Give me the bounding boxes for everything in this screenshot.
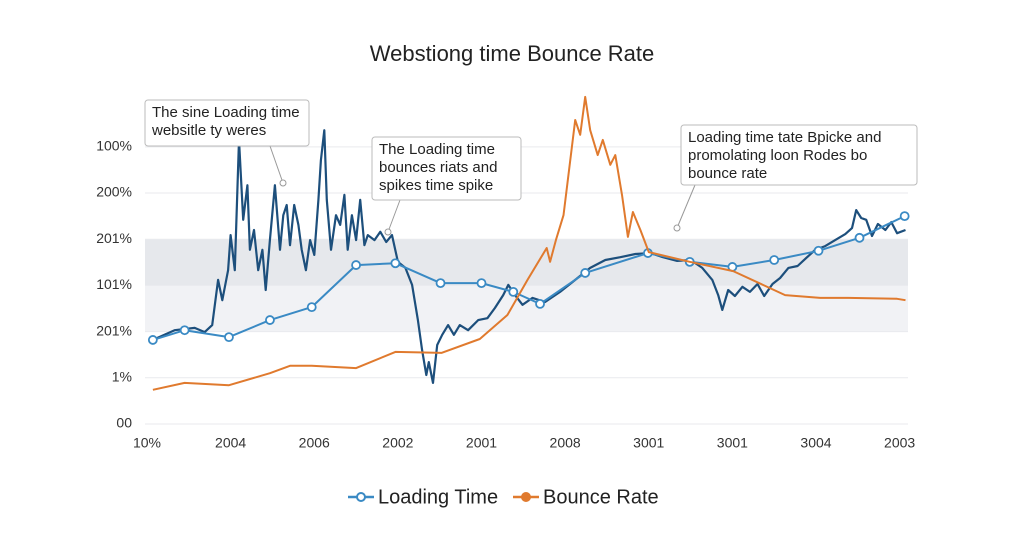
y-tick-label: 1% [112,369,132,385]
point-marker [535,298,545,309]
legend-marker [521,492,531,502]
annotation-text: spikes time spike [379,177,493,194]
legend-marker [356,492,366,502]
annotation-text: Loading time tate Bpicke and [688,129,881,146]
legend: Loading Time Bounce Rate [348,486,659,508]
x-tick-label: 10% [133,435,161,451]
point-marker [899,211,910,222]
annotation-text: bounce rate [688,165,767,182]
y-tick-label: 200% [96,184,132,200]
annotation-box [680,124,918,186]
annotation-pointer [676,184,696,229]
point-marker [390,258,401,269]
y-tick-label: 201% [96,322,132,338]
point-marker [769,255,780,265]
annotation-pointer [387,199,401,233]
point-marker [265,315,275,325]
x-tick-label: 3001 [717,435,748,451]
point-marker [508,286,519,297]
point-marker [813,245,824,256]
y-tick-label: 101% [96,276,132,292]
point-marker [224,332,234,343]
annotation-dot [384,228,392,236]
x-tick-label: 2004 [215,435,246,451]
point-marker [854,232,865,243]
x-tick-label: 2002 [382,435,413,451]
annotation-text: bounces riats and [379,159,497,176]
y-tick-label: 00 [116,415,132,431]
annotation-text: websitle ty weres [151,122,266,139]
chart-title: Webstiong time Bounce Rate [370,41,655,66]
legend-label: Bounce Rate [543,486,659,508]
x-tick-label: 3004 [800,435,831,451]
point-marker [351,260,361,270]
y-tick-label: 201% [96,230,132,246]
x-tick-label: 2008 [550,435,581,451]
y-tick-label: 100% [96,138,132,154]
x-tick-label: 2003 [884,435,915,451]
point-marker [147,335,158,345]
point-marker [580,268,591,278]
annotation-text: The Loading time [379,141,495,158]
x-tick-label: 2001 [466,435,497,451]
annotation-box [371,136,522,201]
x-tick-label: 2006 [299,435,330,451]
annotation-box [144,99,310,147]
series-line [152,95,906,391]
annotation-pointer [269,145,284,184]
x-tick-label: 3001 [633,435,664,451]
annotation-text: The sine Loading time [152,104,300,121]
point-marker [179,325,190,336]
series-line [152,129,906,384]
annotation-dot [673,224,681,232]
lines [147,95,910,391]
annotation-dot [279,179,287,187]
point-marker [306,302,317,313]
annotation-text: promolating loon Rodes bo [688,147,867,164]
point-marker [435,278,446,288]
point-marker [476,278,487,288]
legend-label: Loading Time [378,486,498,508]
